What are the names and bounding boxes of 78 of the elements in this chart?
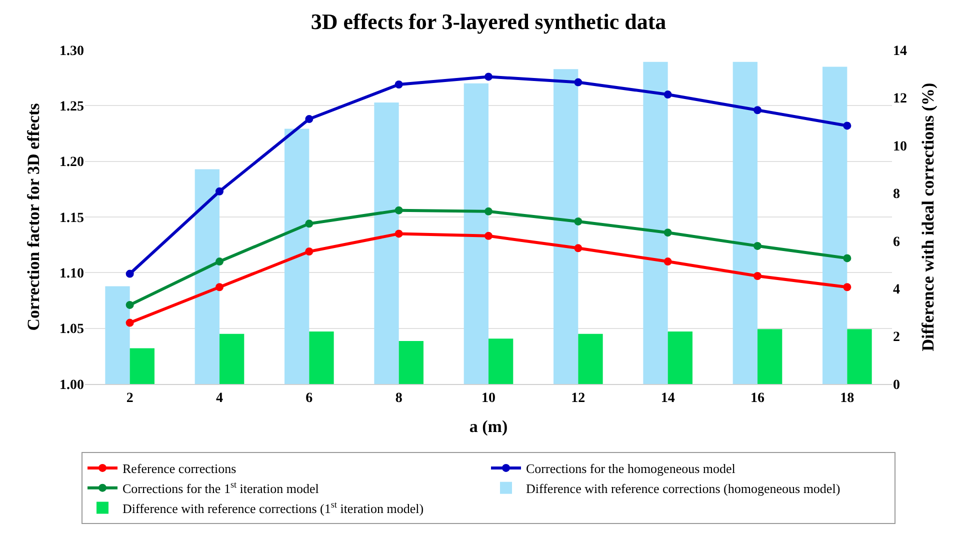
x-tick-label: 16 <box>750 390 764 406</box>
x-tick-label: 8 <box>395 390 402 406</box>
y-tick-label: 1.20 <box>60 155 84 170</box>
bar <box>554 69 578 384</box>
y2-tick-label: 10 <box>893 139 907 154</box>
bar <box>284 128 310 384</box>
point <box>664 228 672 237</box>
point <box>126 300 134 309</box>
point <box>305 248 314 256</box>
bar <box>578 334 603 384</box>
point <box>216 258 224 266</box>
point <box>843 122 852 130</box>
y-axis-title: Correction factor for 3D effects <box>24 102 44 331</box>
y-tick-label: 1.00 <box>60 378 84 393</box>
y2-tick-label: 4 <box>893 282 900 298</box>
point <box>754 106 762 114</box>
x-tick-label: 12 <box>571 390 586 406</box>
point <box>126 270 134 278</box>
y-tick-label: 1.30 <box>60 44 84 59</box>
bar <box>398 341 424 384</box>
point <box>843 254 852 262</box>
bar <box>822 66 848 384</box>
y-tick-label: 1.05 <box>60 322 84 338</box>
y2-tick-label: 2 <box>893 330 900 346</box>
bar <box>847 329 872 384</box>
point <box>305 115 314 124</box>
bar <box>309 332 334 384</box>
bar <box>643 62 668 384</box>
point <box>394 206 403 214</box>
bar <box>488 338 514 384</box>
bar <box>130 348 154 384</box>
point <box>216 283 224 292</box>
y2-tick-label: 12 <box>893 92 907 107</box>
point <box>754 272 762 280</box>
y2-tick-label: 14 <box>893 44 907 59</box>
point <box>305 220 314 228</box>
x-tick-label: 10 <box>482 390 496 406</box>
y2-tick-label: 8 <box>893 187 900 202</box>
y2-tick-label: 6 <box>893 234 900 250</box>
x-axis-title: a (m) <box>469 417 508 436</box>
point <box>843 283 852 292</box>
bar <box>732 62 758 384</box>
point <box>484 72 492 81</box>
bar <box>220 334 244 384</box>
point <box>126 318 134 327</box>
point <box>394 80 403 89</box>
chart-title: 3D effects for 3-layered synthetic data <box>310 8 666 34</box>
point <box>574 244 582 252</box>
y2-axis-title: Difference with ideal corrections (%) <box>918 82 938 352</box>
bar <box>105 286 130 384</box>
bar <box>758 329 782 384</box>
y-tick-label: 1.25 <box>60 100 84 115</box>
y2-tick-label: 0 <box>893 378 900 393</box>
bar <box>374 102 399 384</box>
x-tick-label: 18 <box>840 390 854 406</box>
point <box>484 232 492 240</box>
legend-label: Corrections for the 1$^{st}$ iteration model <box>122 479 320 496</box>
legend-label: Difference with reference corrections (1$^{st}$ iteration model) <box>122 499 424 516</box>
x-tick-label: 4 <box>216 390 223 406</box>
point <box>216 187 224 196</box>
y-tick-label: 1.15 <box>60 210 84 226</box>
bar <box>464 83 488 384</box>
point <box>664 258 672 266</box>
point <box>664 90 672 99</box>
point <box>574 217 582 226</box>
point <box>484 207 492 216</box>
legend-label: Difference with reference corrections (homogeneous model) <box>526 480 840 496</box>
x-tick-label: 2 <box>126 390 134 406</box>
point <box>394 230 403 238</box>
point <box>754 242 762 250</box>
y-tick-label: 1.10 <box>60 266 84 282</box>
bar <box>668 332 692 384</box>
point <box>574 78 582 86</box>
bar <box>194 169 220 384</box>
legend-label: Corrections for the homogeneous model <box>526 461 736 476</box>
legend-label: Reference corrections <box>122 461 236 476</box>
x-tick-label: 14 <box>660 390 675 406</box>
x-tick-label: 6 <box>306 390 313 406</box>
